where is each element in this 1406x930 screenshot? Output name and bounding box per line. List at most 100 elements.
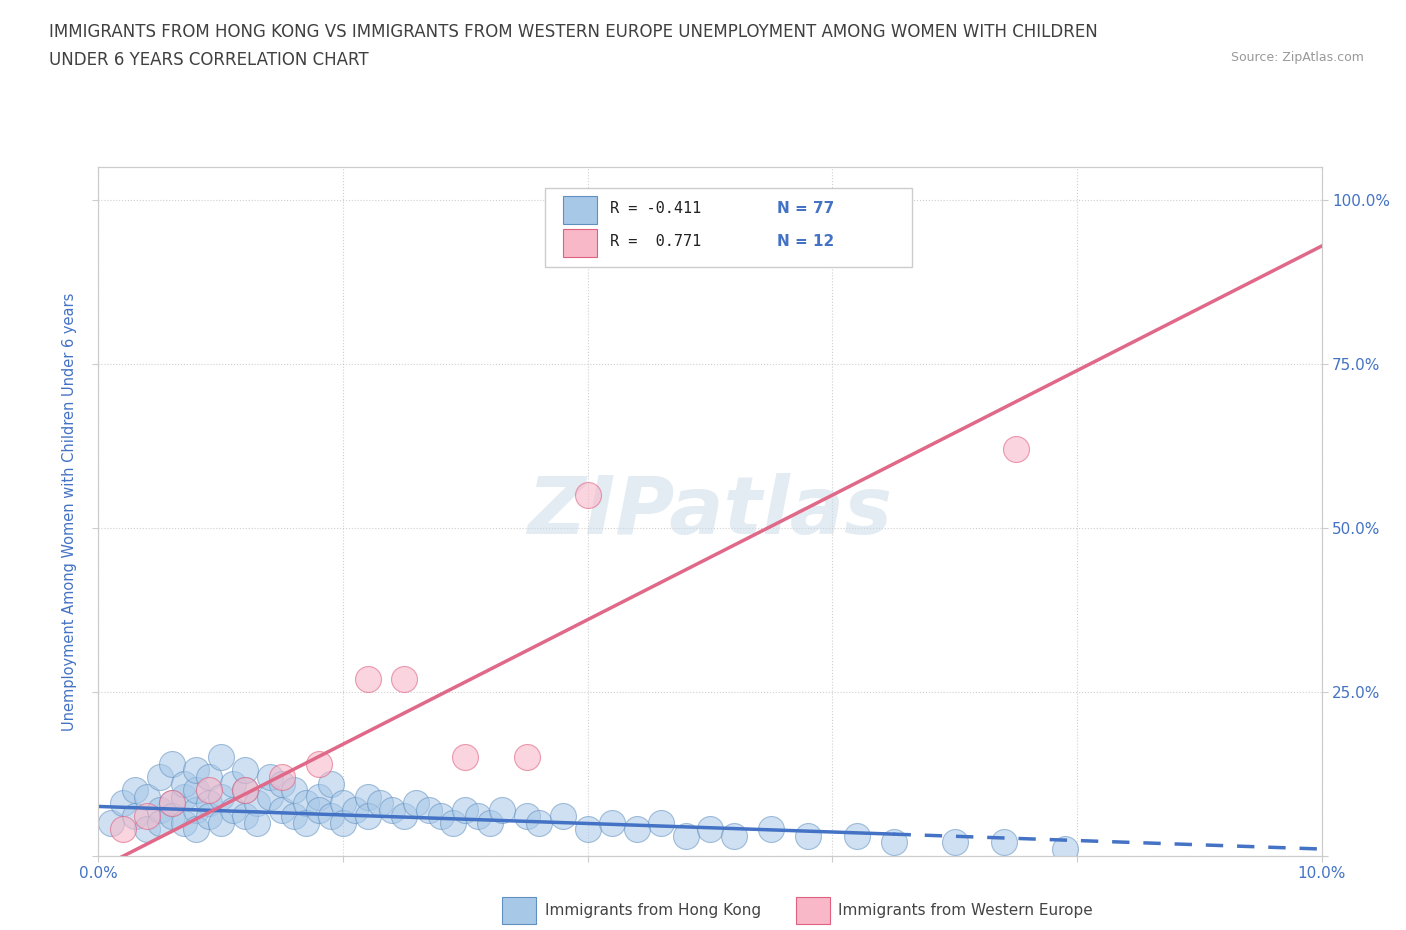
Point — [149, 803, 172, 817]
Text: N = 77: N = 77 — [778, 201, 835, 216]
Point — [478, 816, 501, 830]
Point — [160, 756, 183, 771]
Point — [246, 816, 269, 830]
Point — [1004, 442, 1026, 457]
Point — [233, 763, 256, 777]
Point — [197, 796, 219, 811]
Point — [186, 763, 208, 777]
Point — [368, 796, 391, 811]
Point — [259, 790, 281, 804]
Point — [173, 776, 195, 790]
Point — [759, 822, 782, 837]
Point — [136, 790, 159, 804]
Point — [650, 816, 672, 830]
Point — [173, 816, 195, 830]
Text: R =  0.771: R = 0.771 — [610, 234, 702, 249]
Point — [344, 803, 367, 817]
Point — [308, 803, 330, 817]
Point — [160, 796, 183, 811]
Point — [270, 803, 292, 817]
Point — [295, 796, 318, 811]
Point — [993, 835, 1015, 850]
FancyBboxPatch shape — [564, 196, 598, 224]
Point — [173, 790, 195, 804]
FancyBboxPatch shape — [502, 897, 536, 924]
Point — [943, 835, 966, 850]
Point — [319, 776, 342, 790]
Point — [392, 809, 416, 824]
Point — [845, 829, 868, 844]
Point — [197, 769, 219, 784]
Point — [576, 487, 599, 502]
Text: Source: ZipAtlas.com: Source: ZipAtlas.com — [1230, 51, 1364, 64]
Point — [454, 803, 477, 817]
Point — [332, 816, 354, 830]
Point — [136, 822, 159, 837]
Point — [209, 816, 232, 830]
Point — [186, 822, 208, 837]
Point — [209, 790, 232, 804]
Text: UNDER 6 YEARS CORRELATION CHART: UNDER 6 YEARS CORRELATION CHART — [49, 51, 368, 69]
Point — [553, 809, 575, 824]
Text: Immigrants from Western Europe: Immigrants from Western Europe — [838, 903, 1094, 918]
Point — [209, 750, 232, 764]
Point — [392, 671, 416, 686]
Point — [675, 829, 697, 844]
Point — [149, 816, 172, 830]
Text: N = 12: N = 12 — [778, 234, 835, 249]
Point — [454, 750, 477, 764]
Point — [418, 803, 440, 817]
Point — [197, 809, 219, 824]
Point — [233, 783, 256, 798]
Point — [295, 816, 318, 830]
Point — [883, 835, 905, 850]
Point — [270, 769, 292, 784]
Point — [430, 809, 453, 824]
Point — [246, 796, 269, 811]
Point — [356, 790, 378, 804]
Point — [233, 783, 256, 798]
Point — [356, 809, 378, 824]
Point — [699, 822, 721, 837]
Point — [356, 671, 378, 686]
Point — [186, 783, 208, 798]
Point — [124, 783, 146, 798]
Point — [197, 783, 219, 798]
Point — [626, 822, 648, 837]
Point — [308, 756, 330, 771]
Point — [516, 750, 538, 764]
FancyBboxPatch shape — [564, 230, 598, 257]
FancyBboxPatch shape — [796, 897, 830, 924]
Point — [160, 809, 183, 824]
Point — [111, 822, 134, 837]
Point — [124, 809, 146, 824]
Point — [100, 816, 122, 830]
Point — [186, 803, 208, 817]
Text: R = -0.411: R = -0.411 — [610, 201, 702, 216]
Point — [527, 816, 550, 830]
Point — [467, 809, 489, 824]
Y-axis label: Unemployment Among Women with Children Under 6 years: Unemployment Among Women with Children U… — [62, 292, 77, 731]
Point — [222, 803, 245, 817]
Point — [233, 809, 256, 824]
Point — [283, 783, 305, 798]
Point — [576, 822, 599, 837]
Point — [149, 769, 172, 784]
Point — [136, 809, 159, 824]
Point — [1053, 842, 1076, 857]
Point — [797, 829, 820, 844]
Point — [332, 796, 354, 811]
Point — [283, 809, 305, 824]
Point — [600, 816, 623, 830]
FancyBboxPatch shape — [546, 188, 912, 267]
Text: IMMIGRANTS FROM HONG KONG VS IMMIGRANTS FROM WESTERN EUROPE UNEMPLOYMENT AMONG W: IMMIGRANTS FROM HONG KONG VS IMMIGRANTS … — [49, 23, 1098, 41]
Point — [160, 796, 183, 811]
Point — [381, 803, 404, 817]
Point — [319, 809, 342, 824]
Point — [222, 776, 245, 790]
Point — [441, 816, 464, 830]
Text: ZIPatlas: ZIPatlas — [527, 472, 893, 551]
Point — [259, 769, 281, 784]
Point — [111, 796, 134, 811]
Point — [723, 829, 745, 844]
